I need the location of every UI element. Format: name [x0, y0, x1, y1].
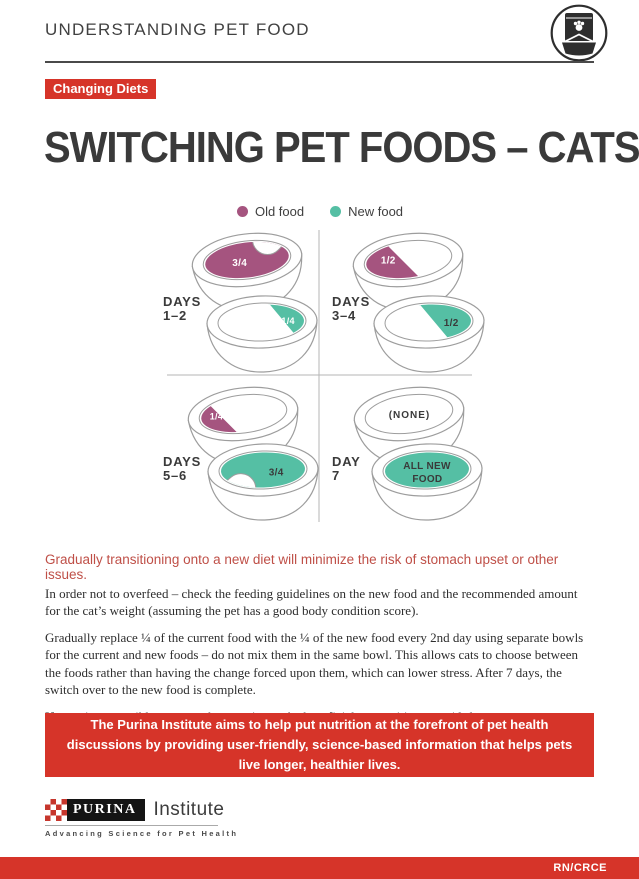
- purina-brand-text: PURINA: [73, 802, 137, 817]
- purina-institute-logo: PURINA Institute Advancing Science for P…: [45, 799, 238, 838]
- portion-label: 3/4: [232, 258, 247, 269]
- legend-label-new: New food: [348, 204, 404, 219]
- mission-callout: The Purina Institute aims to help put nu…: [45, 713, 594, 777]
- bowl-new: 1/4: [206, 295, 318, 373]
- portion-label: 3/4: [269, 468, 284, 479]
- quadrant-label: DAYS: [163, 454, 201, 469]
- portion-label: 1/4: [281, 316, 294, 326]
- document-code: RN/CRCE: [553, 862, 607, 874]
- pet-food-icon: [550, 4, 608, 62]
- footer-bar: RN/CRCE: [0, 857, 639, 879]
- body-paragraph: In order not to overfeed – check the fee…: [45, 586, 578, 619]
- page-title: SWITCHING PET FOODS – CATS: [44, 124, 639, 172]
- portion-label: 1/2: [381, 255, 396, 266]
- bowl-new: 1/2: [373, 295, 485, 373]
- lead-sentence: Gradually transitioning onto a new diet …: [45, 552, 559, 582]
- quadrant-label: 5–6: [163, 468, 187, 483]
- legend-item-new-food: New food: [330, 204, 403, 219]
- old-food-swatch-icon: [236, 206, 248, 217]
- new-food-swatch-icon: [330, 206, 342, 217]
- legend-item-old-food: Old food: [236, 204, 305, 219]
- logo-tagline: Advancing Science for Pet Health: [45, 829, 239, 838]
- quadrant-label: 3–4: [332, 308, 356, 323]
- purina-wordmark: PURINA: [45, 799, 146, 821]
- mission-callout-text: The Purina Institute aims to help put nu…: [66, 716, 573, 773]
- bowl-new: 3/4: [207, 443, 319, 521]
- bowl-icon: [562, 42, 596, 56]
- portion-label: ALL NEW: [403, 461, 451, 472]
- portion-label: 1/4: [210, 411, 223, 421]
- portion-label: (NONE): [389, 410, 431, 421]
- transition-diagram: DAYS1–23/41/4DAYS3–41/21/2DAYS5–61/43/4D…: [163, 230, 485, 522]
- logo-divider: [45, 825, 218, 826]
- bowl-new: ALL NEW FOOD: [371, 443, 483, 521]
- quadrant-label: DAYS: [163, 294, 201, 309]
- legend-label-old: Old food: [254, 204, 305, 219]
- bowl-old: 3/4: [191, 232, 303, 311]
- header-divider: [45, 61, 594, 63]
- logo-row: PURINA Institute: [45, 799, 238, 821]
- portion-label: 1/2: [444, 318, 459, 329]
- quadrant-label: 1–2: [163, 308, 187, 323]
- document-series-title: UNDERSTANDING PET FOOD: [45, 20, 310, 39]
- institute-text: Institute: [153, 799, 225, 820]
- quadrant-label: 7: [332, 468, 340, 483]
- quadrant-label: DAY: [332, 454, 361, 469]
- quadrant-label: DAYS: [332, 294, 370, 309]
- legend: Old food New food: [150, 204, 490, 219]
- bowl-none: (NONE): [353, 386, 465, 465]
- body-paragraph: Gradually replace ¼ of the current food …: [45, 630, 584, 697]
- paw-print-icon: [575, 24, 583, 31]
- portion-label: FOOD: [412, 474, 442, 485]
- checkerboard-icon: [45, 799, 67, 821]
- topic-badge: Changing Diets: [45, 79, 157, 99]
